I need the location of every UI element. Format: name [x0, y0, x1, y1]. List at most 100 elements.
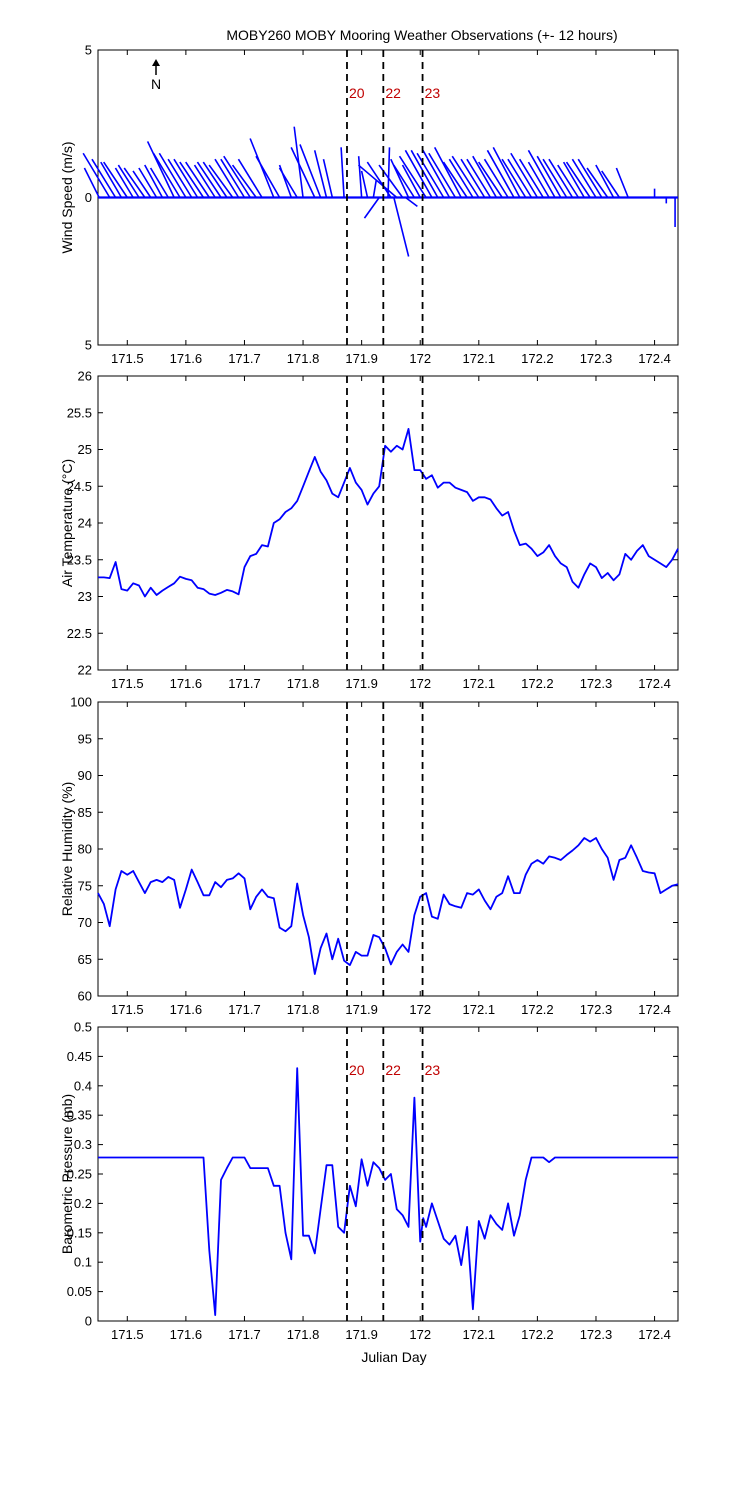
chart-wind-wind-stick — [460, 158, 486, 198]
north-arrowhead-icon — [152, 59, 160, 66]
chart-baro-pressure-event-marker-label: 20 — [349, 1062, 365, 1078]
chart-air-temp-y-tick-label: 25 — [78, 442, 92, 457]
chart-wind-wind-stick — [393, 197, 410, 257]
chart-wind-wind-stick — [237, 158, 263, 198]
chart-wind-wind-stick — [208, 164, 234, 198]
chart-air-temp-series-line — [98, 427, 679, 598]
chart-wind-wind-stick — [433, 146, 462, 198]
chart-air-temp-y-tick-label: 24 — [78, 516, 92, 531]
chart-rel-humidity-x-tick-label: 171.5 — [111, 1002, 144, 1017]
north-label: N — [151, 76, 161, 92]
chart-baro-pressure-y-tick-label: 0.05 — [67, 1284, 92, 1299]
chart-rel-humidity-x-tick-label: 172 — [409, 1002, 431, 1017]
chart-wind-wind-stick — [278, 167, 298, 198]
chart-baro-pressure-x-tick-label: 171.9 — [345, 1327, 378, 1342]
chart-wind-wind-stick — [404, 149, 433, 198]
figure-title: MOBY260 MOBY Mooring Weather Observation… — [226, 27, 617, 43]
chart-wind-wind-stick — [422, 149, 451, 198]
chart-wind-wind-stick — [231, 164, 257, 198]
chart-wind-y-axis-label: Wind Speed (m/s) — [59, 141, 75, 253]
chart-rel-humidity-x-tick-label: 171.7 — [228, 1002, 261, 1017]
chart-wind-x-tick-label: 171.5 — [111, 351, 144, 366]
chart-rel-humidity-y-tick-label: 90 — [78, 768, 92, 783]
chart-wind-wind-stick — [398, 155, 427, 198]
chart-wind-x-tick-label: 171.8 — [287, 351, 320, 366]
chart-air-temp-x-tick-label: 171.8 — [287, 676, 320, 691]
chart-wind-wind-stick — [214, 158, 240, 198]
chart-wind-y-tick-label: 0 — [85, 190, 92, 205]
chart-rel-humidity-x-tick-label: 172.3 — [580, 1002, 613, 1017]
chart-air-temp-x-tick-label: 171.9 — [345, 676, 378, 691]
chart-wind-wind-stick — [472, 155, 498, 198]
chart-baro-pressure-x-tick-label: 172.3 — [580, 1327, 613, 1342]
chart-wind-wind-stick — [451, 155, 480, 198]
chart-rel-humidity-x-tick-label: 172.1 — [463, 1002, 496, 1017]
chart-rel-humidity-y-tick-label: 80 — [78, 842, 92, 857]
chart-rel-humidity-y-axis-label: Relative Humidity (%) — [59, 782, 75, 917]
chart-wind-wind-stick — [486, 149, 515, 198]
chart-air-temp-x-tick-label: 172.1 — [463, 676, 496, 691]
chart-wind-wind-stick — [466, 158, 492, 198]
chart-air-temp-x-tick-label: 172 — [409, 676, 431, 691]
chart-baro-pressure-x-tick-label: 171.6 — [170, 1327, 203, 1342]
chart-baro-pressure-y-tick-label: 0.25 — [67, 1167, 92, 1182]
barometric-pressure-panel: 171.5 171.6 171.7 171.8 171.9 172 172.1 172.2 17… — [59, 1020, 679, 1342]
chart-wind-wind-stick — [91, 158, 117, 198]
chart-wind-wind-stick — [322, 158, 334, 198]
chart-wind-wind-stick — [562, 161, 585, 198]
chart-wind-wind-stick — [527, 149, 556, 198]
chart-wind-x-tick-label: 171.6 — [170, 351, 203, 366]
chart-air-temp-y-tick-label: 26 — [78, 369, 92, 384]
chart-wind-wind-stick — [100, 161, 123, 198]
chart-wind-wind-stick — [542, 158, 568, 198]
chart-wind-x-tick-label: 172.1 — [463, 351, 496, 366]
chart-baro-pressure-y-tick-label: 0.1 — [74, 1255, 92, 1270]
x-axis-label: Julian Day — [361, 1349, 426, 1365]
chart-air-temp-y-tick-label: 22.5 — [67, 626, 92, 641]
chart-wind-x-tick-label: 171.9 — [345, 351, 378, 366]
chart-baro-pressure-event-marker-label: 22 — [385, 1062, 401, 1078]
chart-baro-pressure-y-tick-label: 0.3 — [74, 1137, 92, 1152]
chart-wind-wind-stick — [357, 164, 398, 199]
chart-rel-humidity-x-tick-label: 171.9 — [345, 1002, 378, 1017]
chart-wind-wind-stick — [363, 197, 380, 219]
chart-baro-pressure-y-tick-label: 0.15 — [67, 1225, 92, 1240]
chart-wind-y-tick-label: 5 — [85, 338, 92, 353]
relative-humidity-panel: 171.5 171.6 171.7 171.8 171.9 172 172.1 172.2 17… — [59, 695, 679, 1017]
chart-baro-pressure-y-tick-label: 0.35 — [67, 1108, 92, 1123]
chart-wind-wind-stick — [477, 161, 503, 198]
chart-baro-pressure-x-tick-label: 172.4 — [638, 1327, 671, 1342]
chart-rel-humidity-series-line — [97, 837, 679, 975]
chart-wind-wind-stick — [82, 152, 111, 198]
chart-wind-wind-stick — [117, 164, 140, 198]
chart-rel-humidity-y-tick-label: 75 — [78, 878, 92, 893]
chart-baro-pressure-y-tick-label: 0.5 — [74, 1020, 92, 1035]
chart-rel-humidity-x-tick-label: 172.2 — [521, 1002, 554, 1017]
chart-wind-y-tick-label: 5 — [85, 43, 92, 58]
chart-baro-pressure-x-tick-label: 171.7 — [228, 1327, 261, 1342]
chart-wind-x-tick-label: 172.2 — [521, 351, 554, 366]
north-indicator: N — [151, 59, 161, 92]
chart-wind-wind-stick — [114, 167, 134, 198]
chart-wind-wind-stick — [179, 161, 205, 198]
chart-wind-wind-stick — [428, 152, 457, 198]
chart-rel-humidity-y-tick-label: 65 — [78, 952, 92, 967]
chart-air-temp-y-axis-label: Air Temperature (°C) — [59, 459, 75, 587]
chart-wind-wind-stick — [167, 158, 193, 198]
chart-baro-pressure-series-line — [98, 1067, 678, 1316]
chart-baro-pressure-event-marker-label: 23 — [425, 1062, 441, 1078]
chart-baro-pressure-y-axis-label: Barometric Pressure (mb) — [59, 1094, 75, 1254]
chart-wind-wind-stick — [595, 164, 615, 198]
chart-air-temp-x-tick-label: 172.3 — [580, 676, 613, 691]
chart-wind-wind-stick — [149, 167, 169, 198]
chart-wind-wind-stick — [571, 158, 597, 198]
chart-wind-wind-stick — [387, 147, 391, 198]
chart-wind-wind-stick — [360, 170, 369, 198]
chart-wind-wind-stick — [290, 147, 316, 198]
chart-wind-wind-stick — [577, 158, 603, 198]
chart-wind-wind-stick — [527, 161, 550, 198]
chart-wind-wind-stick — [123, 167, 146, 198]
chart-wind-wind-stick — [601, 170, 621, 198]
chart-air-temp-x-tick-label: 172.4 — [638, 676, 671, 691]
